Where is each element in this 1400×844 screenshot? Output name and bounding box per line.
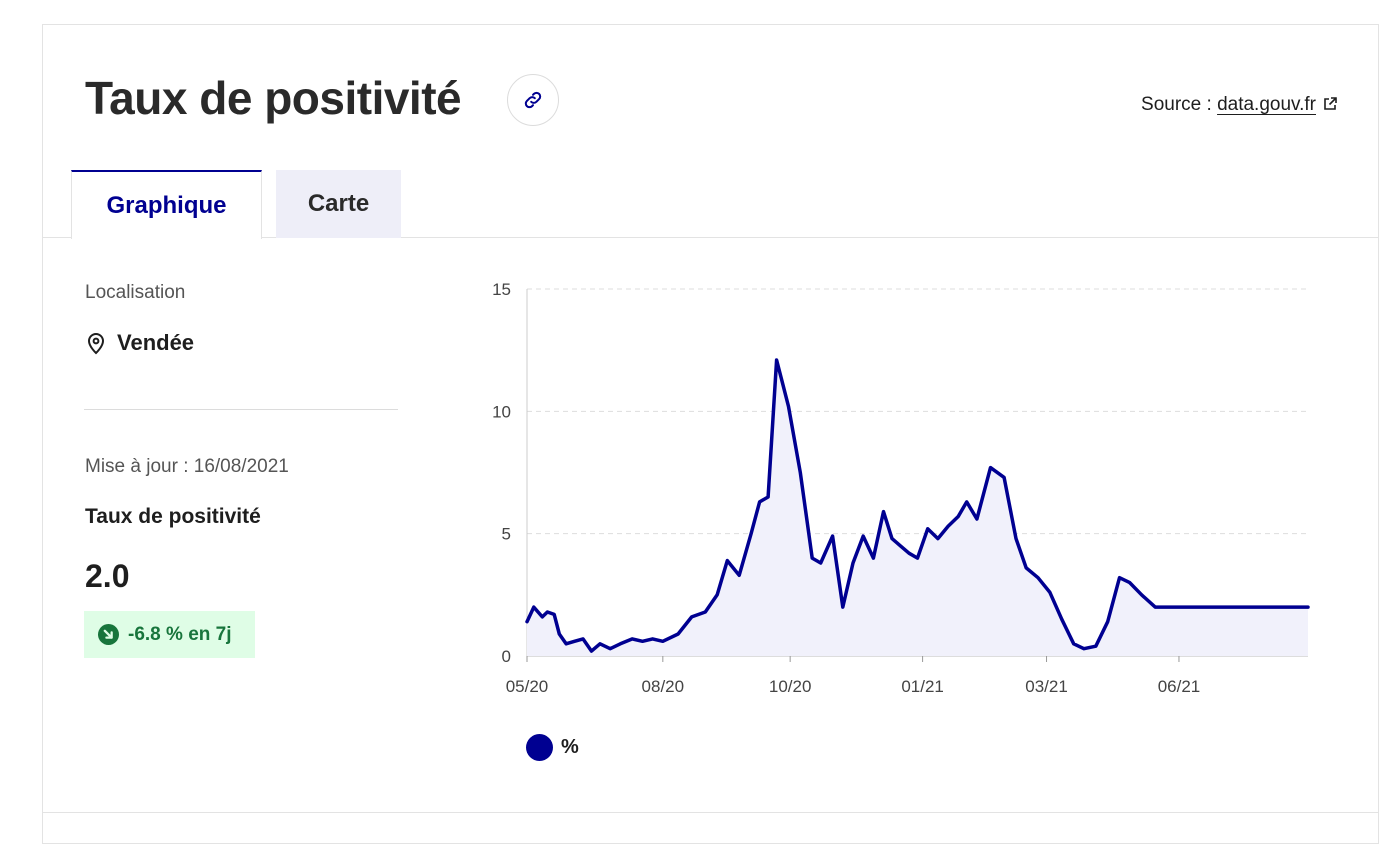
link-icon	[524, 91, 542, 109]
copy-link-button[interactable]	[507, 74, 559, 126]
positivity-chart: 0 5 10 15 05/20 08/20 10/20 01/21 03/21 06/21	[492, 280, 1310, 696]
tab-carte[interactable]: Carte	[276, 170, 401, 238]
tabs-divider	[43, 237, 1379, 238]
y-tick-label: 10	[492, 402, 511, 421]
arrow-down-right-icon	[98, 624, 119, 645]
source-link[interactable]: data.gouv.fr	[1217, 94, 1316, 115]
metric-value: 2.0	[85, 558, 130, 594]
legend-label: %	[561, 736, 579, 758]
source: Source : data.gouv.fr	[1141, 94, 1338, 116]
tab-graphique[interactable]: Graphique	[71, 170, 262, 239]
card-bottom-border	[43, 812, 1379, 813]
y-tick-label: 0	[502, 647, 511, 666]
series-line	[525, 358, 1310, 653]
page-title: Taux de positivité	[85, 72, 462, 124]
source-prefix: Source :	[1141, 94, 1212, 115]
legend-swatch	[526, 734, 553, 761]
location-value: Vendée	[117, 330, 195, 355]
indicator-card	[42, 24, 1379, 844]
external-link-icon	[1324, 97, 1337, 110]
map-pin-icon	[87, 333, 105, 355]
location-selector[interactable]: Vendée	[85, 330, 194, 356]
y-tick-label: 15	[492, 280, 511, 299]
chart-legend: %	[526, 734, 579, 761]
x-tick-label: 10/20	[769, 677, 812, 696]
series-area	[527, 360, 1308, 656]
sidebar-divider	[84, 409, 398, 410]
trend-badge: -6.8 % en 7j	[84, 611, 255, 658]
metric-name: Taux de positivité	[85, 505, 261, 528]
x-tick-label: 06/21	[1158, 677, 1201, 696]
update-date: Mise à jour : 16/08/2021	[85, 456, 289, 477]
trend-text: -6.8 % en 7j	[128, 623, 232, 645]
x-tick-label: 05/20	[506, 677, 549, 696]
x-tick-label: 08/20	[642, 677, 685, 696]
location-label: Localisation	[85, 282, 186, 303]
y-tick-label: 5	[502, 525, 511, 544]
x-tick-label: 03/21	[1025, 677, 1068, 696]
x-tick-label: 01/21	[901, 677, 944, 696]
